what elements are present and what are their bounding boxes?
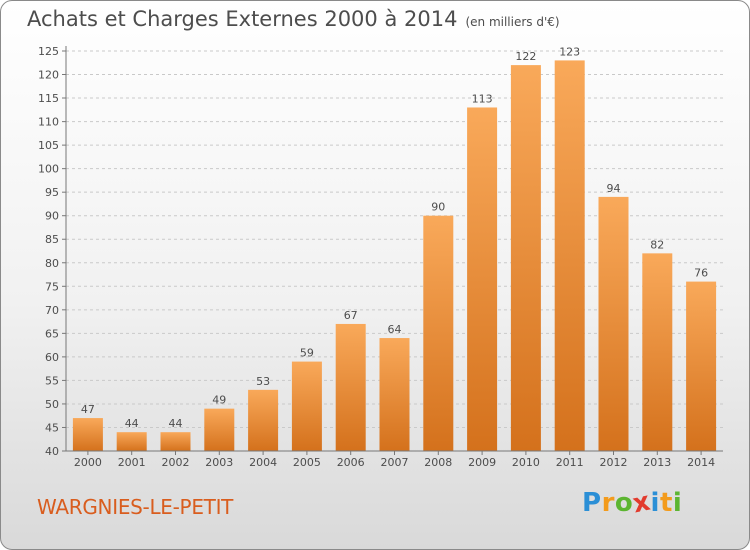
data-label-2012: 94 [607, 182, 621, 195]
bar-2004 [248, 389, 279, 451]
x-tick-label: 2009 [468, 456, 496, 469]
logo-letter: t [659, 488, 673, 518]
data-label-2014: 76 [694, 267, 708, 280]
y-tick-label: 110 [38, 116, 59, 129]
bar-2012 [598, 196, 629, 451]
x-tick-label: 2005 [293, 456, 321, 469]
x-tick-label: 2004 [249, 456, 277, 469]
bar-2013 [642, 253, 673, 451]
x-tick-label: 2010 [512, 456, 540, 469]
bar-2014 [686, 281, 717, 451]
chart-title: Achats et Charges Externes 2000 à 2014 (e… [27, 7, 560, 31]
bar-2009 [467, 107, 498, 452]
data-labels: 47 44 44 49 53 59 67 64 90 113 122 123 94 82 76 [81, 45, 708, 430]
chart-title-text: Achats et Charges Externes 2000 à 2014 [27, 7, 458, 31]
y-axis-ticks: 40 45 50 55 60 65 70 75 80 85 90 95 100 105 110 115 120 1… [38, 45, 66, 458]
bars [72, 60, 717, 452]
data-label-2001: 44 [125, 417, 139, 430]
y-tick-label: 45 [45, 421, 59, 434]
bar-2011 [554, 60, 585, 451]
data-label-2008: 90 [431, 201, 445, 214]
data-label-2005: 59 [300, 347, 314, 360]
bar-2002 [160, 432, 191, 451]
x-tick-label: 2001 [118, 456, 146, 469]
logo-letter: i [672, 488, 683, 518]
y-tick-label: 115 [38, 92, 59, 105]
bar-2003 [204, 408, 235, 451]
x-tick-label: 2007 [381, 456, 409, 469]
proxiti-logo[interactable]: Proxiti [582, 487, 683, 520]
data-label-2009: 113 [472, 92, 493, 105]
y-tick-label: 55 [45, 374, 59, 387]
data-label-2002: 44 [169, 417, 183, 430]
bar-2008 [423, 215, 454, 451]
x-tick-label: 2013 [643, 456, 671, 469]
y-tick-label: 80 [45, 257, 59, 270]
data-label-2010: 122 [515, 50, 536, 63]
y-tick-label: 50 [45, 398, 59, 411]
logo-letter: i [650, 488, 660, 518]
y-tick-label: 40 [45, 445, 59, 458]
y-tick-label: 90 [45, 210, 59, 223]
bar-2000 [72, 418, 103, 451]
y-tick-label: 70 [45, 304, 59, 317]
x-tick-label: 2008 [424, 456, 452, 469]
x-tick-label: 2002 [162, 456, 190, 469]
y-tick-label: 95 [45, 186, 59, 199]
data-label-2007: 64 [388, 323, 402, 336]
x-tick-label: 2006 [337, 456, 365, 469]
data-label-2013: 82 [650, 238, 664, 251]
bar-2007 [379, 338, 410, 451]
y-tick-label: 120 [38, 69, 59, 82]
x-tick-label: 2014 [687, 456, 715, 469]
logo-letter: P [582, 488, 602, 518]
bar-2001 [116, 432, 147, 451]
y-tick-label: 100 [38, 163, 59, 176]
y-tick-label: 125 [38, 45, 59, 58]
chart-subtitle: (en milliers d'€) [465, 15, 560, 29]
x-tick-label: 2012 [600, 456, 628, 469]
bar-2006 [335, 323, 366, 451]
y-tick-label: 65 [45, 327, 59, 340]
data-label-2004: 53 [256, 375, 270, 388]
x-axis-ticks: 2000 2001 2002 2003 2004 2005 2006 2007 2008 2009… [74, 451, 715, 469]
bar-2005 [291, 361, 322, 451]
y-tick-label: 105 [38, 139, 59, 152]
y-tick-label: 85 [45, 233, 59, 246]
data-label-2011: 123 [559, 45, 580, 58]
logo-letter: r [601, 488, 615, 518]
x-tick-label: 2003 [205, 456, 233, 469]
x-tick-label: 2011 [556, 456, 584, 469]
data-label-2003: 49 [212, 394, 226, 407]
data-label-2006: 67 [344, 309, 358, 322]
x-tick-label: 2000 [74, 456, 102, 469]
logo-letter: o [614, 488, 634, 518]
data-label-2000: 47 [81, 403, 95, 416]
y-tick-label: 60 [45, 351, 59, 364]
place-name: WARGNIES-LE-PETIT [37, 495, 234, 519]
y-tick-label: 75 [45, 280, 59, 293]
axes [65, 46, 723, 452]
bar-2010 [510, 65, 541, 451]
